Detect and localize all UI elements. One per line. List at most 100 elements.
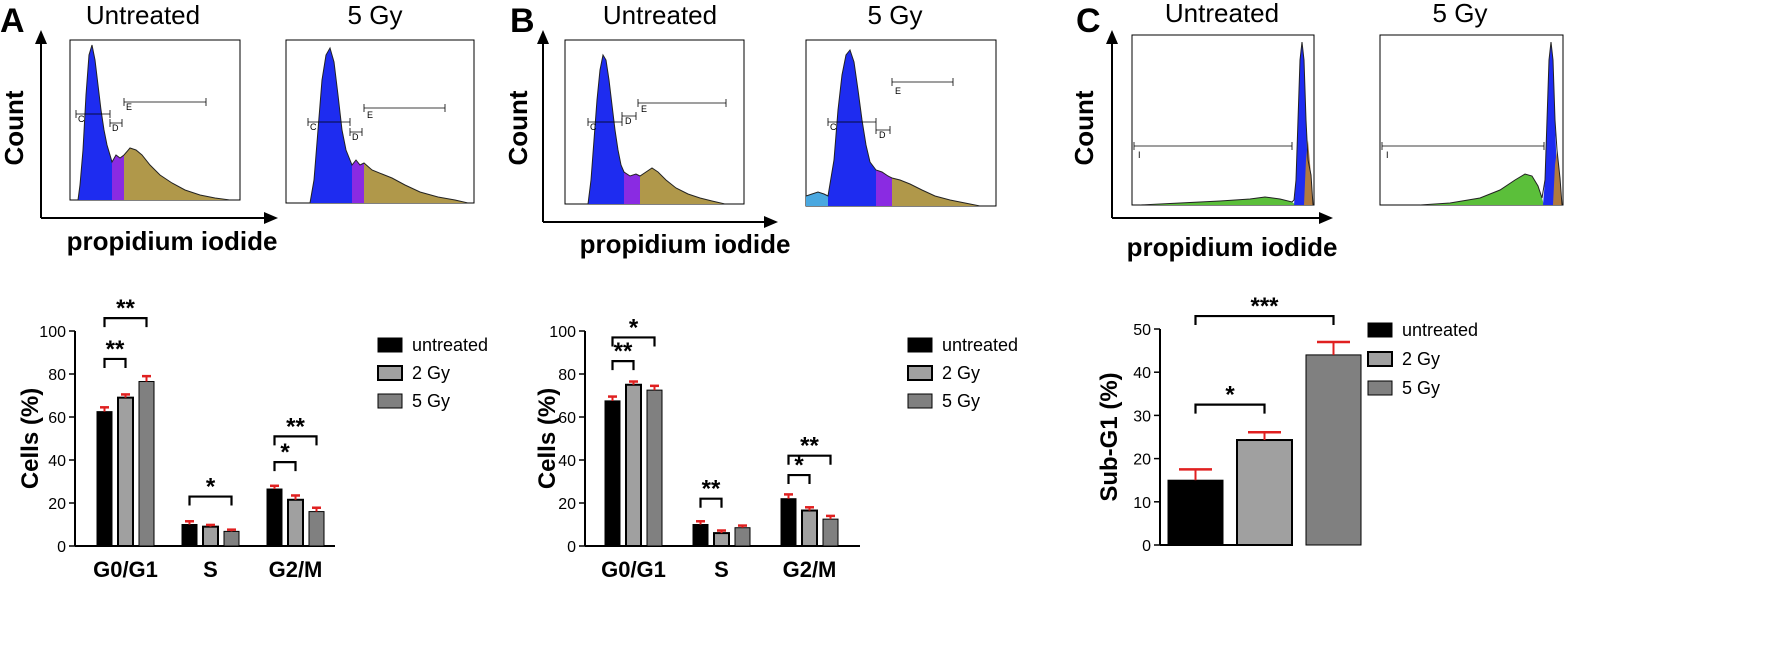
legend-swatch (377, 393, 403, 409)
bar-5-gy (1305, 354, 1362, 546)
significance-bracket (1194, 403, 1266, 414)
bar-untreated (1167, 479, 1224, 546)
histogram-outline (1139, 41, 1314, 205)
g1-peak (588, 55, 624, 204)
flow-b-untreated-histogram: C D E (564, 39, 745, 205)
bar-2-gy (1236, 439, 1293, 546)
significance-label: * (629, 314, 639, 341)
legend-swatch (1367, 351, 1393, 367)
category-label: S (714, 557, 729, 582)
gate-label-d: D (879, 130, 886, 140)
legend-label: 2 Gy (412, 363, 450, 383)
legend-swatch (907, 337, 933, 353)
legend-swatch (377, 337, 403, 353)
category-label: G2/M (783, 557, 837, 582)
panel-letter-b: B (510, 2, 535, 40)
significance-bracket (611, 336, 656, 347)
y-tick-label: 100 (549, 324, 576, 341)
g1-peak (310, 48, 352, 203)
significance-bracket (273, 461, 297, 472)
flow-a-5gy-histogram: C D E (285, 39, 475, 204)
bar-5-gy (822, 518, 839, 547)
flow-c-x-label: propidium iodide (1127, 232, 1338, 262)
g2m-peak (124, 148, 230, 200)
panel-letter-c: C (1076, 2, 1101, 40)
flow-a-x-label: propidium iodide (67, 226, 278, 256)
flow-b-y-arrow-icon (537, 30, 549, 44)
legend-label: 2 Gy (942, 363, 980, 383)
g2m-peak (892, 178, 980, 206)
significance-label: *** (1250, 293, 1279, 320)
significance-label: * (1225, 382, 1235, 409)
gate-label-d: D (112, 123, 119, 133)
flow-plot-frame (1379, 34, 1564, 206)
y-tick-label: 30 (1133, 408, 1151, 425)
gate-markers (75, 98, 207, 127)
flow-c-untreated-histogram: I (1131, 34, 1315, 206)
bar-2-gy (202, 525, 219, 548)
legend-swatch (907, 365, 933, 381)
flow-a-y-arrow-icon (35, 30, 47, 44)
flow-plot-frame (1131, 34, 1315, 206)
legend-swatch (1367, 380, 1393, 396)
significance-bracket (787, 473, 811, 485)
bar-untreated (96, 411, 113, 547)
g1-peak (1543, 42, 1559, 205)
flow-b-5gy-histogram: C D E (805, 39, 997, 207)
gate-label-i: I (1386, 150, 1389, 160)
significance-label: ** (702, 476, 721, 503)
histogram-outline (806, 48, 981, 206)
significance-bracket (103, 317, 148, 328)
bar-2-gy (713, 532, 730, 547)
gate-markers (587, 99, 727, 126)
bar-untreated (692, 524, 709, 547)
flow-b-x-label: propidium iodide (580, 229, 791, 259)
g2m-peak (1304, 140, 1313, 205)
gate-label-e: E (367, 110, 373, 120)
legend-label: 2 Gy (1402, 349, 1440, 369)
s-phase (352, 160, 364, 203)
gate-label-e: E (126, 102, 132, 112)
bar-untreated (181, 524, 198, 547)
y-tick-label: 50 (1133, 322, 1151, 339)
y-axis-label: Sub-G1 (%) (1096, 372, 1123, 501)
significance-label: ** (286, 413, 305, 440)
bar-untreated (266, 488, 283, 547)
y-axis-label: Cells (%) (534, 388, 561, 489)
y-tick-label: 20 (558, 496, 576, 513)
flow-a-condition-5gy: 5 Gy (348, 0, 403, 30)
significance-bracket (787, 454, 832, 465)
panel-a-flow: A Untreated 5 Gy Count propidium iodide … (0, 0, 475, 256)
gate-markers (307, 104, 446, 136)
flow-c-5gy-histogram: I (1379, 34, 1564, 206)
gate-label-c: C (78, 114, 85, 124)
significance-label: ** (116, 295, 135, 322)
y-tick-label: 0 (567, 539, 576, 556)
y-tick-label: 60 (48, 410, 66, 427)
significance-bracket (103, 357, 127, 368)
y-tick-label: 10 (1133, 495, 1151, 512)
legend-label: 5 Gy (942, 391, 980, 411)
gate-label-d: D (352, 132, 359, 142)
y-tick-label: 20 (1133, 452, 1151, 469)
bar-2-gy (287, 498, 304, 547)
histogram-outline (77, 44, 231, 200)
flow-c-condition-5gy: 5 Gy (1433, 0, 1488, 28)
flow-c-x-arrow-icon (1319, 212, 1333, 224)
s-phase (876, 170, 892, 206)
gate-label-c: C (590, 122, 597, 132)
histogram-outline (587, 53, 726, 204)
y-tick-label: 100 (39, 324, 66, 341)
legend-label: untreated (1402, 320, 1478, 340)
g1-peak (828, 50, 876, 206)
bar-5-gy (646, 389, 663, 547)
category-label: G2/M (269, 557, 323, 582)
significance-bracket (273, 435, 318, 446)
histogram-outline (309, 46, 469, 203)
bar-5-gy (308, 511, 325, 547)
legend-label: 5 Gy (1402, 378, 1440, 398)
g2m-peak (1553, 150, 1562, 205)
